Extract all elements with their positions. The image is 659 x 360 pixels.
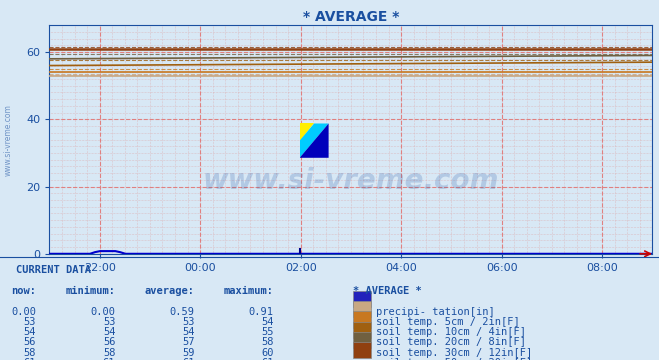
Text: average:: average: <box>144 286 194 296</box>
Bar <box>353 342 371 359</box>
Text: 58: 58 <box>103 348 115 358</box>
Text: soil temp. 5cm / 2in[F]: soil temp. 5cm / 2in[F] <box>376 317 519 327</box>
Bar <box>353 291 371 307</box>
Text: precipi- tation[in]: precipi- tation[in] <box>376 307 494 317</box>
Text: minimum:: minimum: <box>65 286 115 296</box>
Text: now:: now: <box>11 286 36 296</box>
Text: 56: 56 <box>103 337 115 347</box>
Text: 53: 53 <box>182 317 194 327</box>
Bar <box>353 332 371 348</box>
Text: 55: 55 <box>261 327 273 337</box>
Text: 53: 53 <box>24 317 36 327</box>
Polygon shape <box>300 123 314 141</box>
Polygon shape <box>300 123 329 158</box>
Text: 59: 59 <box>182 348 194 358</box>
Text: * AVERAGE *: * AVERAGE * <box>353 286 421 296</box>
Text: www.si-vreme.com: www.si-vreme.com <box>203 167 499 195</box>
Text: 60: 60 <box>261 348 273 358</box>
Text: 61: 61 <box>103 358 115 360</box>
Text: 57: 57 <box>182 337 194 347</box>
Text: soil temp. 10cm / 4in[F]: soil temp. 10cm / 4in[F] <box>376 327 526 337</box>
Text: 56: 56 <box>24 337 36 347</box>
Text: 53: 53 <box>103 317 115 327</box>
Text: 54: 54 <box>24 327 36 337</box>
Text: CURRENT DATA: CURRENT DATA <box>16 265 92 275</box>
Text: 0.59: 0.59 <box>169 307 194 317</box>
Text: 61: 61 <box>261 358 273 360</box>
Text: 58: 58 <box>24 348 36 358</box>
Text: 58: 58 <box>261 337 273 347</box>
Text: 61: 61 <box>182 358 194 360</box>
Text: soil temp. 20cm / 8in[F]: soil temp. 20cm / 8in[F] <box>376 337 526 347</box>
Text: soil temp. 50cm / 20in[F]: soil temp. 50cm / 20in[F] <box>376 358 532 360</box>
Title: * AVERAGE *: * AVERAGE * <box>302 10 399 24</box>
Bar <box>353 321 371 338</box>
Text: 0.00: 0.00 <box>90 307 115 317</box>
Text: 0.00: 0.00 <box>11 307 36 317</box>
Text: www.si-vreme.com: www.si-vreme.com <box>3 104 13 176</box>
Text: 0.91: 0.91 <box>248 307 273 317</box>
Bar <box>353 301 371 318</box>
Text: soil temp. 30cm / 12in[F]: soil temp. 30cm / 12in[F] <box>376 348 532 358</box>
Text: maximum:: maximum: <box>223 286 273 296</box>
Text: 54: 54 <box>182 327 194 337</box>
Bar <box>353 311 371 328</box>
Polygon shape <box>300 123 329 158</box>
Text: 61: 61 <box>24 358 36 360</box>
Text: 54: 54 <box>103 327 115 337</box>
Text: 54: 54 <box>261 317 273 327</box>
